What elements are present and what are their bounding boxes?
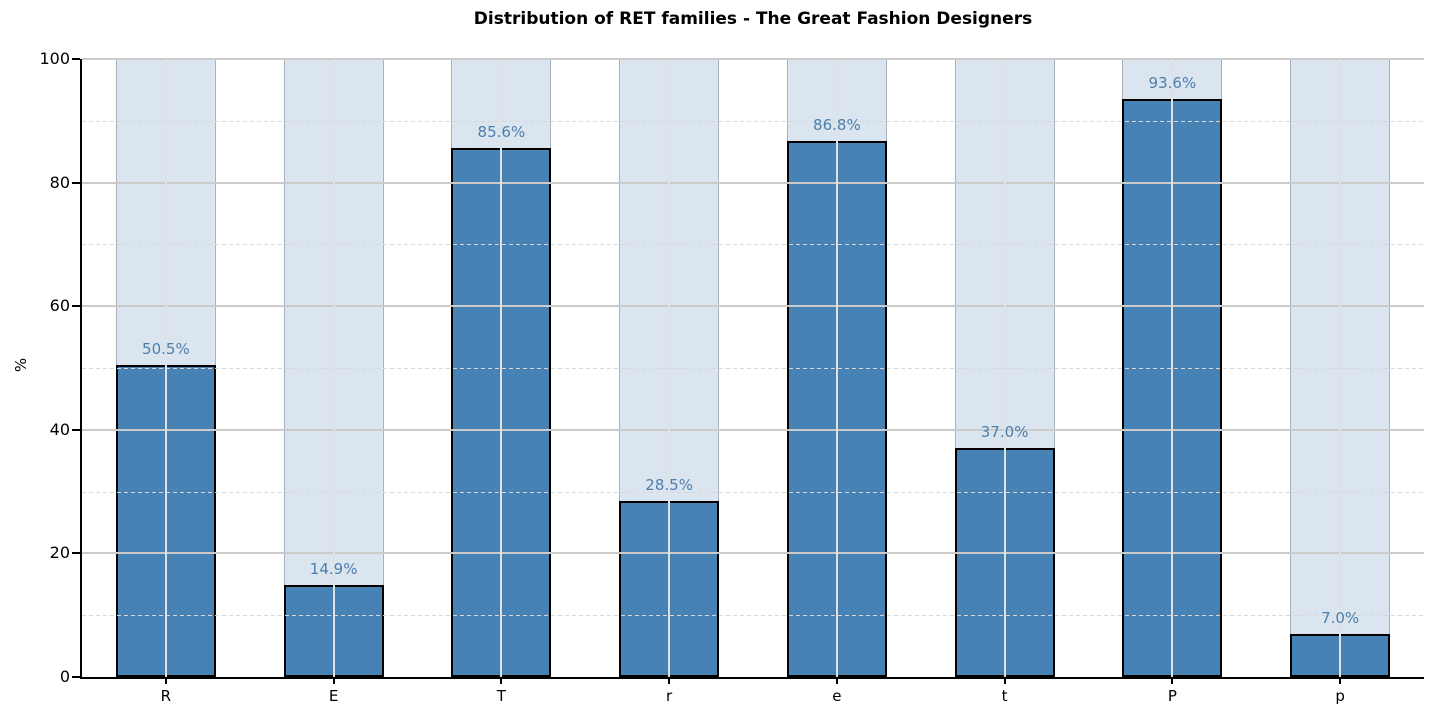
x-tick-label-E: E: [328, 687, 339, 705]
y-axis-label: %: [12, 357, 30, 373]
bar-value-label-R: 50.5%: [142, 339, 190, 358]
vertical-gridline-e: [835, 59, 838, 677]
y-gridline-100: [82, 58, 1424, 60]
y-tick-label-40: 40: [49, 419, 70, 439]
bar-value-label-E: 14.9%: [309, 559, 358, 578]
vertical-gridline-R: [164, 59, 167, 677]
y-tick-20: [72, 552, 80, 555]
y-axis-spine: [80, 59, 82, 679]
y-minor-gridline-50: [82, 368, 1424, 369]
y-tick-40: [72, 428, 80, 431]
x-tick-label-P: P: [1167, 687, 1177, 705]
x-tick-label-R: R: [160, 687, 172, 705]
plot-area: 50.5% 14.9% 85.6% 28.5% 86.8% 37.0% 93.6% 7.0%: [82, 58, 1424, 677]
bar-value-label-e: 86.8%: [813, 115, 861, 134]
x-tick-r: [668, 679, 671, 684]
y-tick-label-100: 100: [39, 49, 70, 68]
y-minor-gridline-30: [82, 491, 1424, 493]
y-tick-label-0: 0: [59, 667, 70, 686]
x-tick-t: [1003, 679, 1006, 684]
bar-value-label-r: 28.5%: [645, 475, 693, 494]
y-tick-label-60: 60: [49, 296, 70, 316]
x-axis-spine: [80, 677, 1424, 679]
y-gridline-80: [82, 181, 1424, 184]
vertical-gridline-E: [332, 59, 335, 677]
x-tick-T: [500, 679, 503, 684]
x-tick-label-r: r: [666, 687, 673, 705]
bar-value-label-T: 85.6%: [477, 123, 526, 141]
y-minor-gridline-10: [82, 615, 1424, 617]
y-gridline-20: [82, 552, 1424, 555]
x-tick-p: [1339, 679, 1342, 684]
x-tick-label-t: t: [1001, 687, 1008, 705]
y-gridline-60: [82, 305, 1424, 308]
vertical-gridline-p: [1339, 59, 1342, 677]
y-minor-gridline-90: [82, 120, 1424, 122]
y-minor-gridline-70: [82, 244, 1424, 246]
y-tick-60: [72, 305, 80, 308]
x-tick-label-p: p: [1335, 687, 1345, 705]
x-tick-E: [332, 679, 335, 684]
chart-title: Distribution of RET families - The Great…: [473, 9, 1033, 29]
x-tick-label-e: e: [832, 687, 842, 705]
y-tick-80: [72, 181, 80, 184]
y-tick-0: [72, 676, 80, 678]
bar-value-label-t: 37.0%: [980, 423, 1029, 442]
y-gridline-40: [82, 428, 1424, 431]
x-tick-e: [835, 679, 838, 684]
x-tick-P: [1171, 679, 1174, 684]
y-tick-label-20: 20: [49, 543, 70, 563]
y-tick-100: [72, 58, 80, 60]
bar-value-label-p: 7.0%: [1321, 608, 1360, 627]
vertical-gridline-r: [668, 59, 671, 677]
bar-value-label-P: 93.6%: [1148, 73, 1197, 92]
x-tick-label-T: T: [496, 687, 506, 705]
vertical-gridline-t: [1003, 59, 1006, 677]
vertical-gridline-T: [500, 59, 503, 677]
x-tick-R: [164, 679, 167, 684]
vertical-gridline-P: [1171, 59, 1174, 677]
y-tick-label-80: 80: [49, 172, 70, 192]
